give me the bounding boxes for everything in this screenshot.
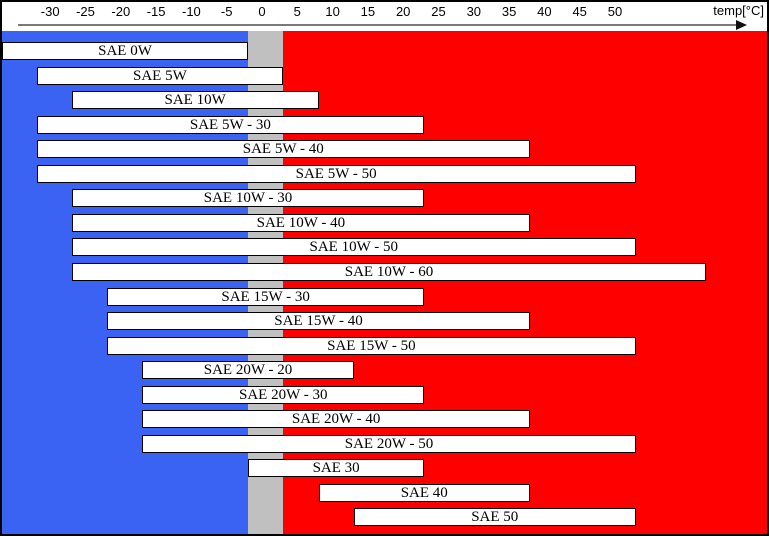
bar-sae-5w-50: SAE 5W - 50 bbox=[36, 165, 636, 183]
bar-label: SAE 50 bbox=[471, 509, 519, 525]
bar-sae-0w: SAE 0W bbox=[2, 42, 248, 60]
bar-sae-10w-30: SAE 10W - 30 bbox=[71, 189, 425, 207]
bar-sae-10w-60: SAE 10W - 60 bbox=[71, 263, 707, 281]
bar-label: SAE 40 bbox=[400, 485, 448, 501]
bar-label: SAE 20W - 50 bbox=[344, 436, 434, 452]
tick-label-minus-25: -25 bbox=[76, 4, 95, 19]
bar-label: SAE 20W - 30 bbox=[239, 387, 328, 403]
tick-label-0: 0 bbox=[258, 4, 266, 19]
bar-label: SAE 10W - 40 bbox=[256, 215, 346, 231]
bar-sae-5w: SAE 5W bbox=[36, 67, 284, 85]
axis-arrow-icon bbox=[736, 20, 747, 30]
bar-label: SAE 15W - 50 bbox=[327, 338, 416, 354]
tick-label-15: 15 bbox=[360, 4, 376, 19]
bar-sae-5w-30: SAE 5W - 30 bbox=[36, 116, 425, 134]
tick-label-30: 30 bbox=[466, 4, 482, 19]
bar-label: SAE 15W - 30 bbox=[221, 289, 310, 305]
tick-label-50: 50 bbox=[607, 4, 623, 19]
bar-label: SAE 20W - 40 bbox=[291, 411, 381, 427]
bar-sae-10w: SAE 10W bbox=[71, 91, 319, 109]
bar-sae-20w-40: SAE 20W - 40 bbox=[142, 410, 530, 428]
axis-title: temp[°C] bbox=[713, 3, 764, 18]
bar-label: SAE 0W bbox=[98, 43, 152, 59]
tick-label-minus-15: -15 bbox=[146, 4, 166, 19]
bar-sae-40: SAE 40 bbox=[318, 484, 530, 502]
bar-sae-15w-50: SAE 15W - 50 bbox=[107, 337, 636, 355]
bar-label: SAE 10W bbox=[164, 92, 226, 108]
bar-sae-20w-20: SAE 20W - 20 bbox=[142, 361, 354, 379]
bar-sae-10w-40: SAE 10W - 40 bbox=[71, 214, 530, 232]
tick-label-5: 5 bbox=[293, 4, 301, 19]
bar-label: SAE 10W - 50 bbox=[309, 239, 398, 255]
bar-label: SAE 30 bbox=[312, 460, 360, 476]
bar-label: SAE 15W - 40 bbox=[274, 313, 363, 329]
bar-sae-10w-50: SAE 10W - 50 bbox=[71, 238, 636, 256]
bar-label: SAE 5W - 30 bbox=[189, 117, 271, 133]
bar-sae-30: SAE 30 bbox=[248, 459, 425, 477]
bar-sae-5w-40: SAE 5W - 40 bbox=[36, 140, 530, 158]
tick-label-minus-20: -20 bbox=[111, 4, 131, 19]
bar-sae-50: SAE 50 bbox=[353, 508, 636, 526]
tick-label-20: 20 bbox=[395, 4, 411, 19]
bar-sae-15w-30: SAE 15W - 30 bbox=[107, 288, 425, 306]
temperature-axis-line bbox=[18, 24, 736, 26]
bar-sae-20w-30: SAE 20W - 30 bbox=[142, 386, 425, 404]
bar-label: SAE 5W - 40 bbox=[242, 141, 324, 157]
bar-label: SAE 20W - 20 bbox=[203, 362, 293, 378]
tick-label-minus-30: -30 bbox=[40, 4, 60, 19]
bar-sae-15w-40: SAE 15W - 40 bbox=[107, 312, 530, 330]
tick-label-minus-5: -5 bbox=[220, 4, 233, 19]
bar-label: SAE 5W - 50 bbox=[295, 166, 377, 182]
tick-label-25: 25 bbox=[431, 4, 446, 19]
bar-sae-20w-50: SAE 20W - 50 bbox=[142, 435, 636, 453]
bar-label: SAE 10W - 60 bbox=[344, 264, 434, 280]
bar-label: SAE 10W - 30 bbox=[203, 190, 293, 206]
tick-label-minus-10: -10 bbox=[181, 4, 201, 19]
tick-label-45: 45 bbox=[572, 4, 587, 19]
tick-label-35: 35 bbox=[501, 4, 517, 19]
bar-label: SAE 5W bbox=[133, 68, 187, 84]
tick-label-40: 40 bbox=[537, 4, 552, 19]
tick-label-10: 10 bbox=[325, 4, 340, 19]
